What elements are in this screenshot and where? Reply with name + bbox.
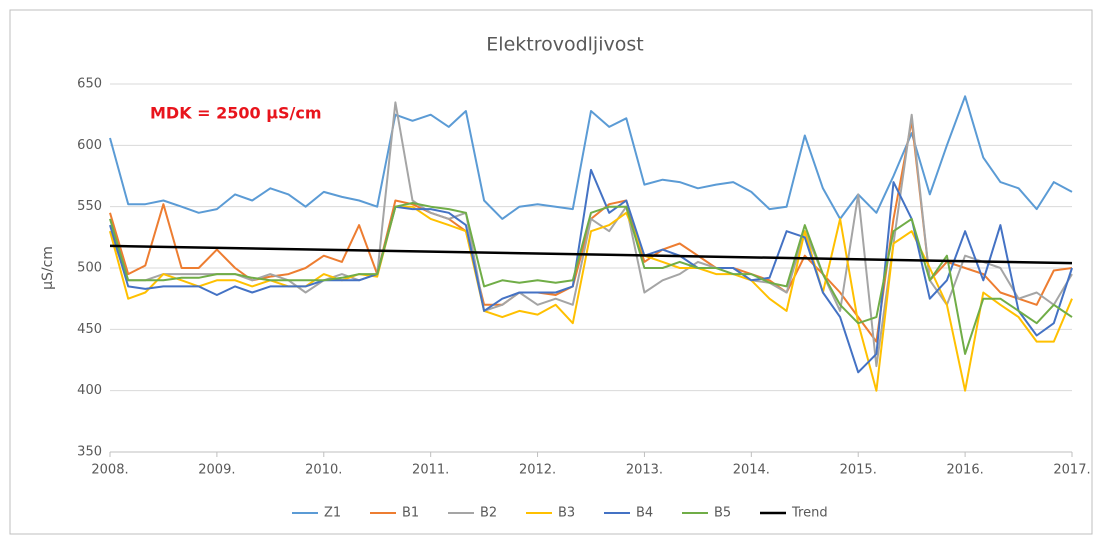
legend-label: B5 — [714, 506, 731, 521]
chart-title: Elektrovodljivost — [486, 34, 643, 56]
y-tick-label: 600 — [77, 138, 102, 153]
y-axis-label: µS/cm — [40, 246, 56, 290]
series-line — [109, 95, 1073, 220]
chart-frame — [9, 9, 1093, 535]
y-tick-label: 450 — [77, 322, 102, 337]
legend-label: Trend — [791, 506, 828, 521]
y-tick-label: 550 — [77, 199, 102, 214]
x-tick-label: 2012. — [519, 463, 556, 478]
x-tick-label: 2010. — [305, 463, 342, 478]
legend-label: Z1 — [324, 506, 341, 521]
y-tick-label: 650 — [77, 77, 102, 92]
x-tick-label: 2015. — [840, 463, 877, 478]
annotation: MDK = 2500 µS/cm — [150, 104, 322, 123]
y-tick-label: 500 — [77, 261, 102, 276]
x-tick-label: 2008. — [91, 463, 128, 478]
series-line — [109, 202, 1073, 355]
legend-label: B3 — [558, 506, 575, 521]
legend-label: B4 — [636, 506, 653, 521]
y-tick-label: 350 — [77, 445, 102, 460]
x-tick-label: 2009. — [198, 463, 235, 478]
x-tick-label: 2011. — [412, 463, 449, 478]
x-tick-label: 2013. — [626, 463, 663, 478]
series-line — [109, 101, 1073, 368]
y-tick-label: 400 — [77, 383, 102, 398]
x-tick-label: 2016. — [947, 463, 984, 478]
legend-label: B2 — [480, 506, 497, 521]
legend-label: B1 — [402, 506, 419, 521]
series-line — [109, 244, 1073, 265]
x-tick-label: 2014. — [733, 463, 770, 478]
x-tick-label: 2017. — [1053, 463, 1090, 478]
